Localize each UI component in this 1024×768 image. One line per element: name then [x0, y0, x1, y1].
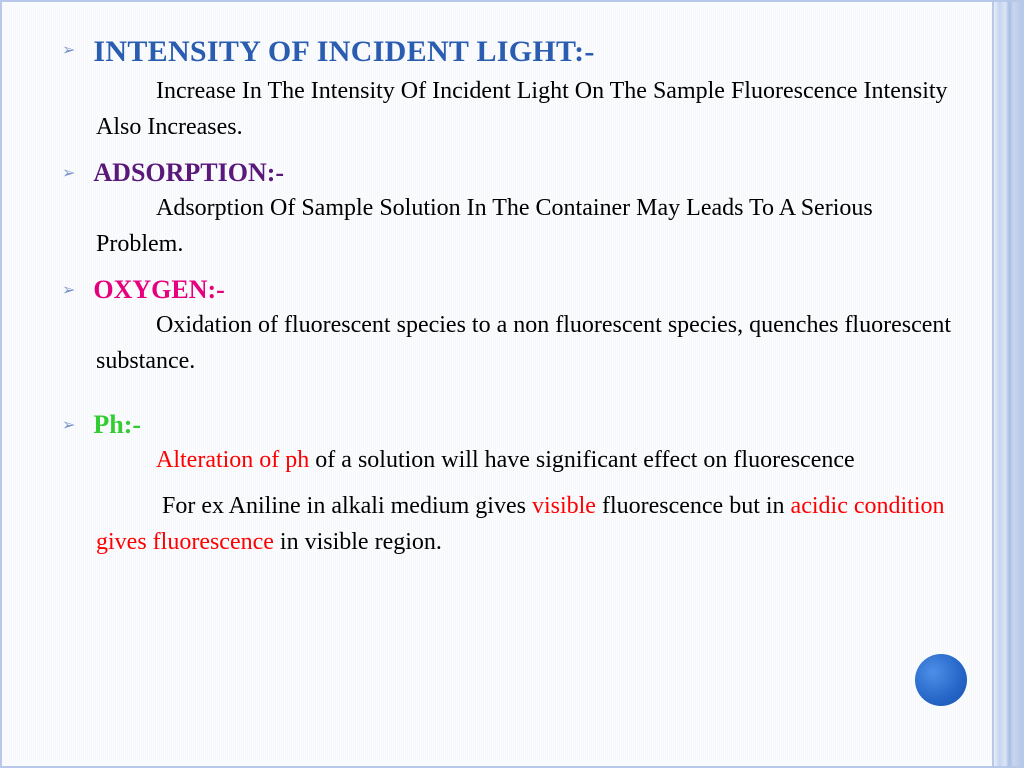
bullet-icon: ➢	[62, 40, 75, 60]
list-item: ➢ ADSORPTION:- Adsorption Of Sample Soluti…	[62, 155, 962, 262]
bullet-row: ➢ INTENSITY OF INCIDENT LIGHT:-	[62, 32, 962, 73]
text-segment: For ex Aniline in alkali medium gives	[156, 493, 532, 519]
text-segment: Increase In The Intensity Of Incident Li…	[96, 78, 948, 140]
body-line: Alteration of ph of a solution will have…	[96, 442, 962, 478]
text-segment: Oxidation of fluorescent species to a no…	[96, 312, 951, 374]
circle-decor	[915, 654, 967, 706]
bullet-icon: ➢	[62, 163, 75, 183]
text-segment: of a solution will have significant effe…	[315, 447, 854, 473]
item-heading: Ph:-	[93, 407, 141, 442]
slide-frame: ➢ INTENSITY OF INCIDENT LIGHT:- Increase I…	[0, 0, 1024, 768]
text-segment: visible	[532, 493, 596, 519]
item-heading: OXYGEN:-	[93, 272, 224, 307]
slide-content: ➢ INTENSITY OF INCIDENT LIGHT:- Increase I…	[2, 2, 1022, 600]
list-item: ➢ OXYGEN:- Oxidation of fluorescent specie…	[62, 272, 962, 379]
body-line: Increase In The Intensity Of Incident Li…	[96, 73, 962, 145]
text-segment: fluorescence but in	[596, 493, 791, 519]
bullet-icon: ➢	[62, 280, 75, 300]
body-line: For ex Aniline in alkali medium gives vi…	[96, 488, 962, 560]
list-item: ➢Ph:-Alteration of ph of a solution will…	[62, 407, 962, 560]
list-item: ➢ INTENSITY OF INCIDENT LIGHT:- Increase I…	[62, 32, 962, 145]
text-segment: in visible region.	[274, 529, 442, 555]
text-segment: Alteration of ph	[156, 447, 315, 473]
bullet-row: ➢ Ph:-	[62, 407, 962, 442]
bullet-row: ➢ OXYGEN:-	[62, 272, 962, 307]
body-line: Adsorption Of Sample Solution In The Con…	[96, 190, 962, 262]
body-line: Oxidation of fluorescent species to a no…	[96, 307, 962, 379]
bullet-row: ➢ ADSORPTION:-	[62, 155, 962, 190]
bullet-icon: ➢	[62, 415, 75, 435]
text-segment: Adsorption Of Sample Solution In The Con…	[96, 195, 873, 257]
item-heading: ADSORPTION:-	[93, 155, 284, 190]
item-heading: INTENSITY OF INCIDENT LIGHT:-	[93, 32, 594, 73]
